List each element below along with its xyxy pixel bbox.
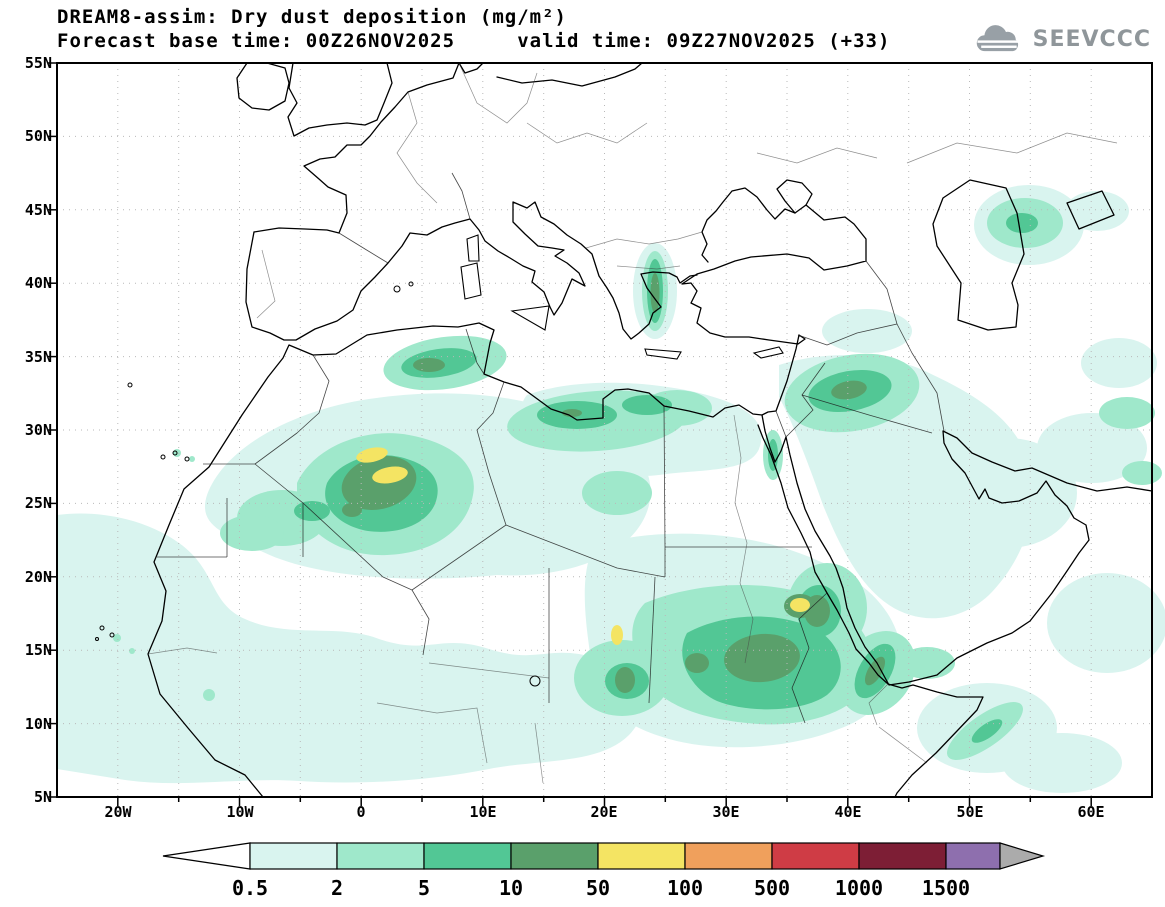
lon-axis-label: 60E bbox=[1077, 803, 1105, 821]
cloud-icon bbox=[976, 25, 1021, 52]
page-title: DREAM8-assim: Dry dust deposition (mg/m²… bbox=[57, 6, 567, 28]
map-canvas bbox=[48, 62, 1165, 806]
island-crete bbox=[644, 348, 682, 360]
lat-axis-label: 35N bbox=[24, 348, 52, 366]
lat-axis-label: 15N bbox=[24, 641, 52, 659]
islands bbox=[95, 234, 784, 641]
lat-axis-label: 20N bbox=[24, 568, 52, 586]
colorbar-label: 5 bbox=[418, 876, 430, 900]
aral-sea bbox=[1066, 190, 1115, 230]
graticule bbox=[57, 63, 1152, 797]
lon-axis-label: 10W bbox=[226, 803, 254, 821]
colorbar-label: 1000 bbox=[835, 876, 883, 900]
island-sardinia bbox=[460, 262, 482, 300]
sea-of-azov bbox=[776, 179, 813, 214]
lon-axis-label: 50E bbox=[956, 803, 984, 821]
cloud-shape bbox=[976, 25, 1018, 52]
colorbar-segment bbox=[510, 842, 599, 870]
dust-level-5-layer bbox=[356, 447, 810, 645]
lat-axis-label: 30N bbox=[24, 421, 52, 439]
colorbar-segment bbox=[249, 842, 338, 870]
cloud-stripe bbox=[980, 45, 1017, 48]
colorbar-segment bbox=[858, 842, 947, 870]
seevccc-logo: SEEVCCC bbox=[970, 20, 1151, 58]
island-sicily bbox=[510, 305, 550, 331]
lat-axis-label: 50N bbox=[24, 127, 52, 145]
colorbar-label: 0.5 bbox=[232, 876, 268, 900]
colorbar-label: 50 bbox=[586, 876, 610, 900]
island-corsica bbox=[466, 234, 480, 262]
colorbar-label: 2 bbox=[331, 876, 343, 900]
coastline-africa-blacksea bbox=[147, 187, 867, 798]
logo-text: SEEVCCC bbox=[1032, 26, 1151, 52]
cloud-stripe bbox=[977, 40, 1021, 43]
lon-axis-label: 30E bbox=[712, 803, 740, 821]
map-frame bbox=[48, 62, 1153, 806]
colorbar-segment bbox=[597, 842, 686, 870]
colorbar-segment bbox=[945, 842, 1001, 870]
colorbar-overflow-arrow bbox=[999, 842, 1046, 870]
coastline-baltic bbox=[496, 62, 643, 87]
lon-axis-label: 40E bbox=[834, 803, 862, 821]
coastline-arabia-gulf bbox=[761, 414, 1153, 686]
coastline-europe-mediterranean bbox=[245, 201, 698, 341]
lon-axis-label: 20E bbox=[590, 803, 618, 821]
lon-axis-label: 20W bbox=[104, 803, 132, 821]
colorbar-segment bbox=[336, 842, 425, 870]
coastline-redsea-horn bbox=[757, 424, 984, 798]
colorbar-segment bbox=[423, 842, 512, 870]
lon-axis-label: 10E bbox=[469, 803, 497, 821]
lat-axis-label: 25N bbox=[24, 494, 52, 512]
colorbar-label: 10 bbox=[499, 876, 523, 900]
lat-axis-label: 55N bbox=[24, 54, 52, 72]
lon-axis-label: 0 bbox=[356, 803, 366, 821]
nile-river bbox=[733, 414, 754, 664]
map-svg bbox=[48, 62, 1165, 806]
colorbar-label: 100 bbox=[667, 876, 703, 900]
colorbar-segment bbox=[684, 842, 773, 870]
coastline-ireland bbox=[236, 62, 290, 111]
colorbar-segment bbox=[771, 842, 860, 870]
forecast-time-subtitle: Forecast base time: 00Z26NOV2025 valid t… bbox=[57, 30, 891, 52]
coastlines bbox=[147, 62, 1153, 798]
lat-axis-label: 45N bbox=[24, 201, 52, 219]
colorbar-label: 1500 bbox=[922, 876, 970, 900]
lat-axis-label: 5N bbox=[33, 788, 52, 806]
colorbar: 0.5 2 5 10 50 100 500 1000 1500 bbox=[162, 842, 1046, 900]
axis-ticks bbox=[48, 62, 1092, 806]
colorbar-underflow-arrow bbox=[162, 842, 251, 870]
lat-axis-label: 10N bbox=[24, 715, 52, 733]
coastline-denmark bbox=[458, 62, 484, 74]
island-cyprus bbox=[752, 346, 784, 359]
coastline-england bbox=[287, 62, 393, 137]
caspian-sea bbox=[932, 179, 1025, 331]
colorbar-label: 500 bbox=[754, 876, 790, 900]
coastline-atlantic-france bbox=[253, 62, 460, 234]
lat-axis-label: 40N bbox=[24, 274, 52, 292]
country-borders bbox=[147, 62, 1118, 784]
